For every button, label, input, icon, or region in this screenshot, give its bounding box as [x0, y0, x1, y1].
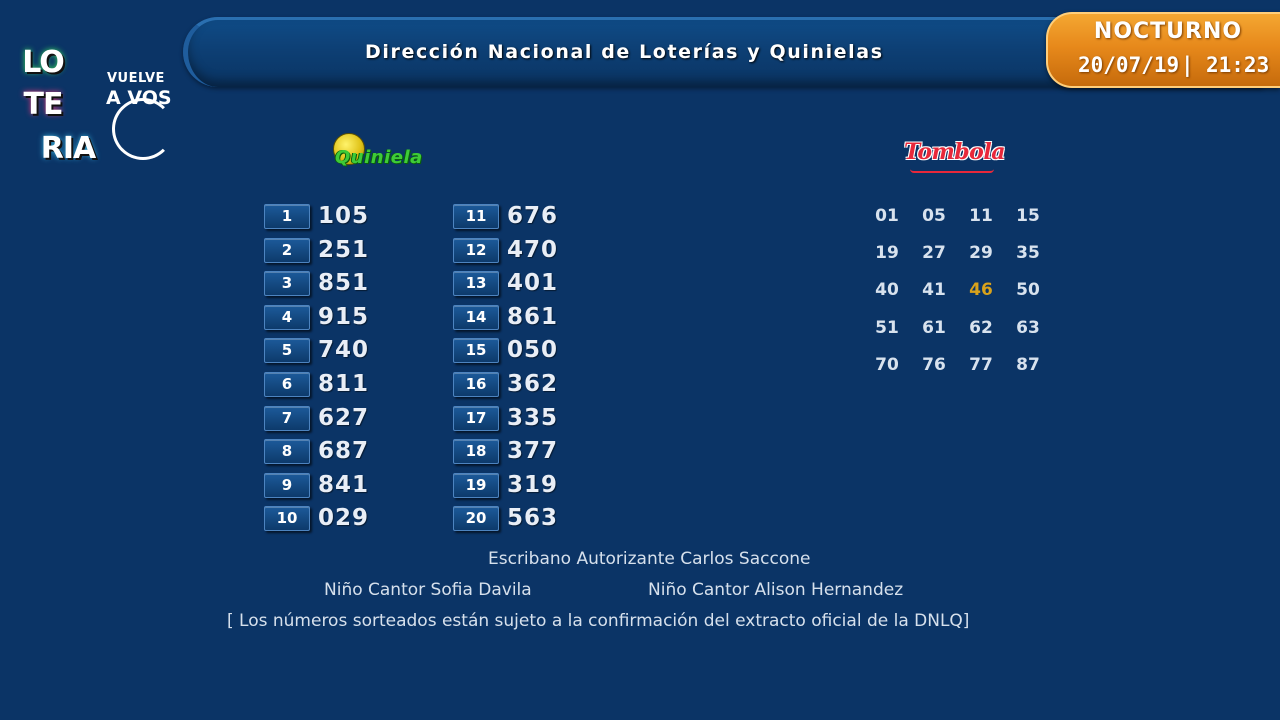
tombola-number: 87: [1016, 354, 1040, 375]
header-title: Dirección Nacional de Loterías y Quiniel…: [365, 41, 884, 63]
tombola-number: 77: [969, 354, 993, 375]
quiniela-position: 5: [264, 338, 310, 364]
quiniela-position: 1: [264, 204, 310, 229]
quiniela-position: 16: [453, 372, 499, 397]
tombola-number: 51: [875, 317, 899, 338]
tombola-number: 63: [1016, 317, 1040, 338]
quiniela-number: 470: [507, 236, 559, 263]
quiniela-number: 105: [318, 203, 370, 229]
logo-a-vos: A VOS: [106, 87, 172, 109]
quiniela-logo: Quiniela: [331, 133, 433, 175]
tombola-number: 41: [922, 280, 946, 301]
tombola-number: 05: [922, 206, 946, 226]
nino-cantor-2: Niño Cantor Alison Hernandez: [648, 580, 904, 600]
tombola-swoosh: [910, 169, 994, 173]
tombola-number: 29: [969, 243, 993, 264]
tombola-number: 11: [969, 206, 993, 226]
logo-vuelve: VUELVE: [107, 71, 165, 86]
draw-time: 21:23: [1206, 53, 1270, 77]
badge-separator: |: [1181, 53, 1194, 77]
quiniela-position: 20: [453, 506, 499, 532]
nino-cantor-1: Niño Cantor Sofia Davila: [324, 580, 532, 600]
draw-date: 20/07/19: [1078, 53, 1180, 77]
loteria-logo: LO TE RIA: [18, 40, 188, 180]
tombola-number: 35: [1016, 243, 1040, 264]
tombola-number-highlighted: 46: [969, 280, 993, 301]
logo-tile-ria: RIA: [40, 131, 96, 166]
tombola-number: 62: [969, 317, 993, 338]
quiniela-number: 050: [507, 337, 559, 364]
quiniela-number: 915: [318, 303, 370, 330]
tombola-logo: Tombola: [904, 135, 1005, 175]
quiniela-number: 563: [507, 505, 559, 532]
quiniela-number: 811: [318, 371, 370, 397]
tombola-number: 01: [875, 206, 899, 226]
quiniela-position: 17: [453, 405, 499, 431]
quiniela-number: 335: [507, 404, 559, 431]
quiniela-position: 3: [264, 271, 310, 297]
escribano-line: Escribano Autorizante Carlos Saccone: [488, 549, 811, 569]
refresh-arrow-icon: [112, 98, 174, 160]
quiniela-number: 627: [318, 404, 370, 431]
tombola-number: 61: [922, 317, 946, 338]
quiniela-position: 10: [264, 506, 310, 532]
tombola-number: 70: [875, 354, 899, 375]
tombola-number: 15: [1016, 206, 1040, 226]
quiniela-number: 362: [507, 371, 559, 397]
quiniela-number: 401: [507, 270, 559, 297]
logo-tile-te: TE: [23, 87, 64, 122]
quiniela-position: 18: [453, 439, 499, 465]
quiniela-position: 9: [264, 472, 310, 498]
quiniela-number: 029: [318, 505, 370, 532]
quiniela-number: 861: [507, 303, 559, 330]
quiniela-number: 319: [507, 471, 559, 498]
quiniela-position: 12: [453, 237, 499, 263]
quiniela-position: 13: [453, 271, 499, 297]
draw-session-label: NOCTURNO: [1093, 19, 1243, 44]
tombola-number: 50: [1016, 280, 1040, 301]
disclaimer: [ Los números sorteados están sujeto a l…: [227, 611, 970, 631]
tombola-number: 40: [875, 280, 899, 301]
quiniela-position: 4: [264, 304, 310, 330]
quiniela-position: 15: [453, 338, 499, 364]
tombola-number: 76: [922, 354, 946, 375]
quiniela-position: 7: [264, 405, 310, 431]
quiniela-number: 251: [318, 236, 370, 263]
quiniela-number: 841: [318, 471, 370, 498]
quiniela-position: 14: [453, 304, 499, 330]
quiniela-position: 19: [453, 472, 499, 498]
tombola-number: 19: [875, 243, 899, 264]
quiniela-number: 676: [507, 203, 559, 229]
quiniela-number: 740: [318, 337, 370, 364]
tombola-number: 27: [922, 243, 946, 264]
quiniela-position: 11: [453, 204, 499, 229]
quiniela-number: 851: [318, 270, 370, 297]
draw-badge: [1046, 12, 1280, 88]
quiniela-position: 8: [264, 439, 310, 465]
quiniela-position: 6: [264, 372, 310, 397]
quiniela-position: 2: [264, 237, 310, 263]
logo-tile-lo: LO: [22, 45, 65, 80]
quiniela-number: 377: [507, 438, 559, 465]
lottery-ball-icon: [333, 133, 365, 165]
tombola-logo-text: Tombola: [904, 139, 1005, 165]
quiniela-logo-text: Quiniela: [335, 147, 423, 168]
quiniela-number: 687: [318, 438, 370, 465]
